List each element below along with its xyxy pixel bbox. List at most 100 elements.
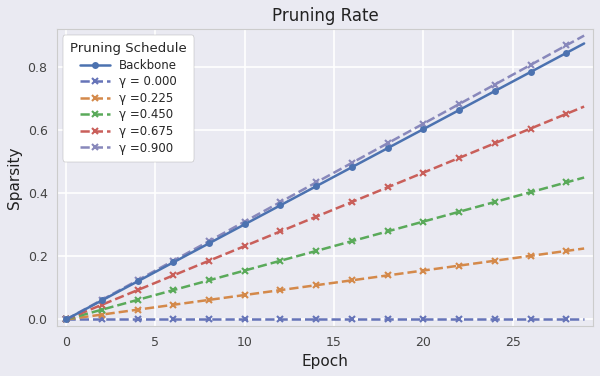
Line: Backbone: Backbone [62, 40, 587, 323]
Backbone [509, 79, 516, 84]
γ = 0.000 [384, 317, 391, 322]
γ =0.450 [349, 239, 356, 243]
Backbone [80, 308, 88, 312]
Backbone [134, 279, 141, 284]
γ =0.450 [205, 278, 212, 283]
Backbone [420, 127, 427, 131]
γ =0.900 [420, 121, 427, 126]
γ =0.225 [170, 303, 177, 307]
γ =0.900 [277, 200, 284, 204]
γ = 0.000 [581, 317, 588, 322]
γ =0.450 [527, 190, 534, 194]
γ = 0.000 [241, 317, 248, 322]
X-axis label: Epoch: Epoch [302, 354, 349, 369]
Backbone [62, 317, 70, 322]
γ =0.900 [295, 190, 302, 194]
γ =0.225 [527, 253, 534, 258]
γ = 0.000 [545, 317, 552, 322]
Backbone [581, 41, 588, 46]
Line: γ =0.450: γ =0.450 [62, 174, 587, 323]
γ = 0.000 [62, 317, 70, 322]
γ =0.900 [349, 161, 356, 165]
Backbone [205, 241, 212, 246]
γ =0.900 [545, 53, 552, 58]
γ =0.450 [152, 293, 159, 297]
γ =0.675 [223, 251, 230, 256]
γ =0.900 [62, 317, 70, 322]
Backbone [152, 270, 159, 274]
γ = 0.000 [188, 317, 195, 322]
γ =0.225 [545, 251, 552, 256]
γ =0.225 [491, 258, 499, 263]
γ =0.450 [455, 209, 463, 214]
γ =0.900 [188, 249, 195, 253]
γ =0.450 [437, 214, 445, 219]
γ =0.225 [295, 285, 302, 290]
Line: γ =0.900: γ =0.900 [62, 32, 587, 323]
γ = 0.000 [205, 317, 212, 322]
Backbone [116, 289, 124, 293]
γ =0.225 [134, 308, 141, 312]
γ =0.450 [366, 234, 373, 238]
Backbone [188, 250, 195, 255]
γ = 0.000 [420, 317, 427, 322]
γ =0.225 [455, 263, 463, 268]
γ =0.450 [116, 303, 124, 307]
γ =0.675 [491, 141, 499, 146]
γ =0.225 [188, 300, 195, 305]
γ =0.450 [563, 180, 570, 185]
γ =0.900 [366, 151, 373, 155]
γ =0.675 [259, 237, 266, 241]
γ = 0.000 [259, 317, 266, 322]
γ =0.675 [313, 214, 320, 219]
γ =0.675 [98, 303, 106, 307]
Backbone [349, 165, 356, 170]
Backbone [223, 232, 230, 236]
γ =0.225 [384, 273, 391, 277]
γ =0.900 [581, 33, 588, 38]
γ =0.675 [80, 310, 88, 314]
γ =0.675 [455, 156, 463, 160]
γ =0.225 [349, 278, 356, 283]
γ =0.675 [420, 170, 427, 175]
γ =0.450 [241, 268, 248, 273]
γ =0.675 [402, 178, 409, 182]
γ =0.675 [152, 280, 159, 285]
γ =0.225 [331, 280, 338, 285]
γ = 0.000 [473, 317, 481, 322]
Backbone [295, 194, 302, 198]
γ = 0.000 [349, 317, 356, 322]
γ =0.225 [509, 256, 516, 261]
γ =0.900 [241, 219, 248, 224]
Backbone [455, 108, 463, 112]
γ =0.450 [473, 205, 481, 209]
γ =0.675 [563, 112, 570, 116]
Backbone [277, 203, 284, 208]
γ =0.225 [366, 276, 373, 280]
γ =0.450 [384, 229, 391, 233]
γ =0.225 [223, 295, 230, 300]
γ =0.900 [491, 82, 499, 87]
γ =0.225 [62, 317, 70, 322]
γ =0.675 [366, 193, 373, 197]
γ =0.900 [402, 131, 409, 136]
γ = 0.000 [134, 317, 141, 322]
γ = 0.000 [152, 317, 159, 322]
γ =0.675 [509, 134, 516, 138]
γ =0.450 [223, 273, 230, 277]
γ =0.900 [259, 209, 266, 214]
γ =0.225 [80, 315, 88, 319]
Backbone [545, 60, 552, 65]
γ =0.450 [509, 195, 516, 199]
γ =0.450 [491, 200, 499, 204]
Line: γ =0.675: γ =0.675 [62, 103, 587, 323]
γ =0.450 [420, 219, 427, 224]
γ =0.450 [134, 298, 141, 302]
γ =0.900 [205, 239, 212, 243]
γ =0.225 [420, 268, 427, 273]
Backbone [170, 260, 177, 265]
Backbone [527, 70, 534, 74]
γ =0.225 [98, 312, 106, 317]
γ =0.450 [188, 283, 195, 288]
γ = 0.000 [455, 317, 463, 322]
